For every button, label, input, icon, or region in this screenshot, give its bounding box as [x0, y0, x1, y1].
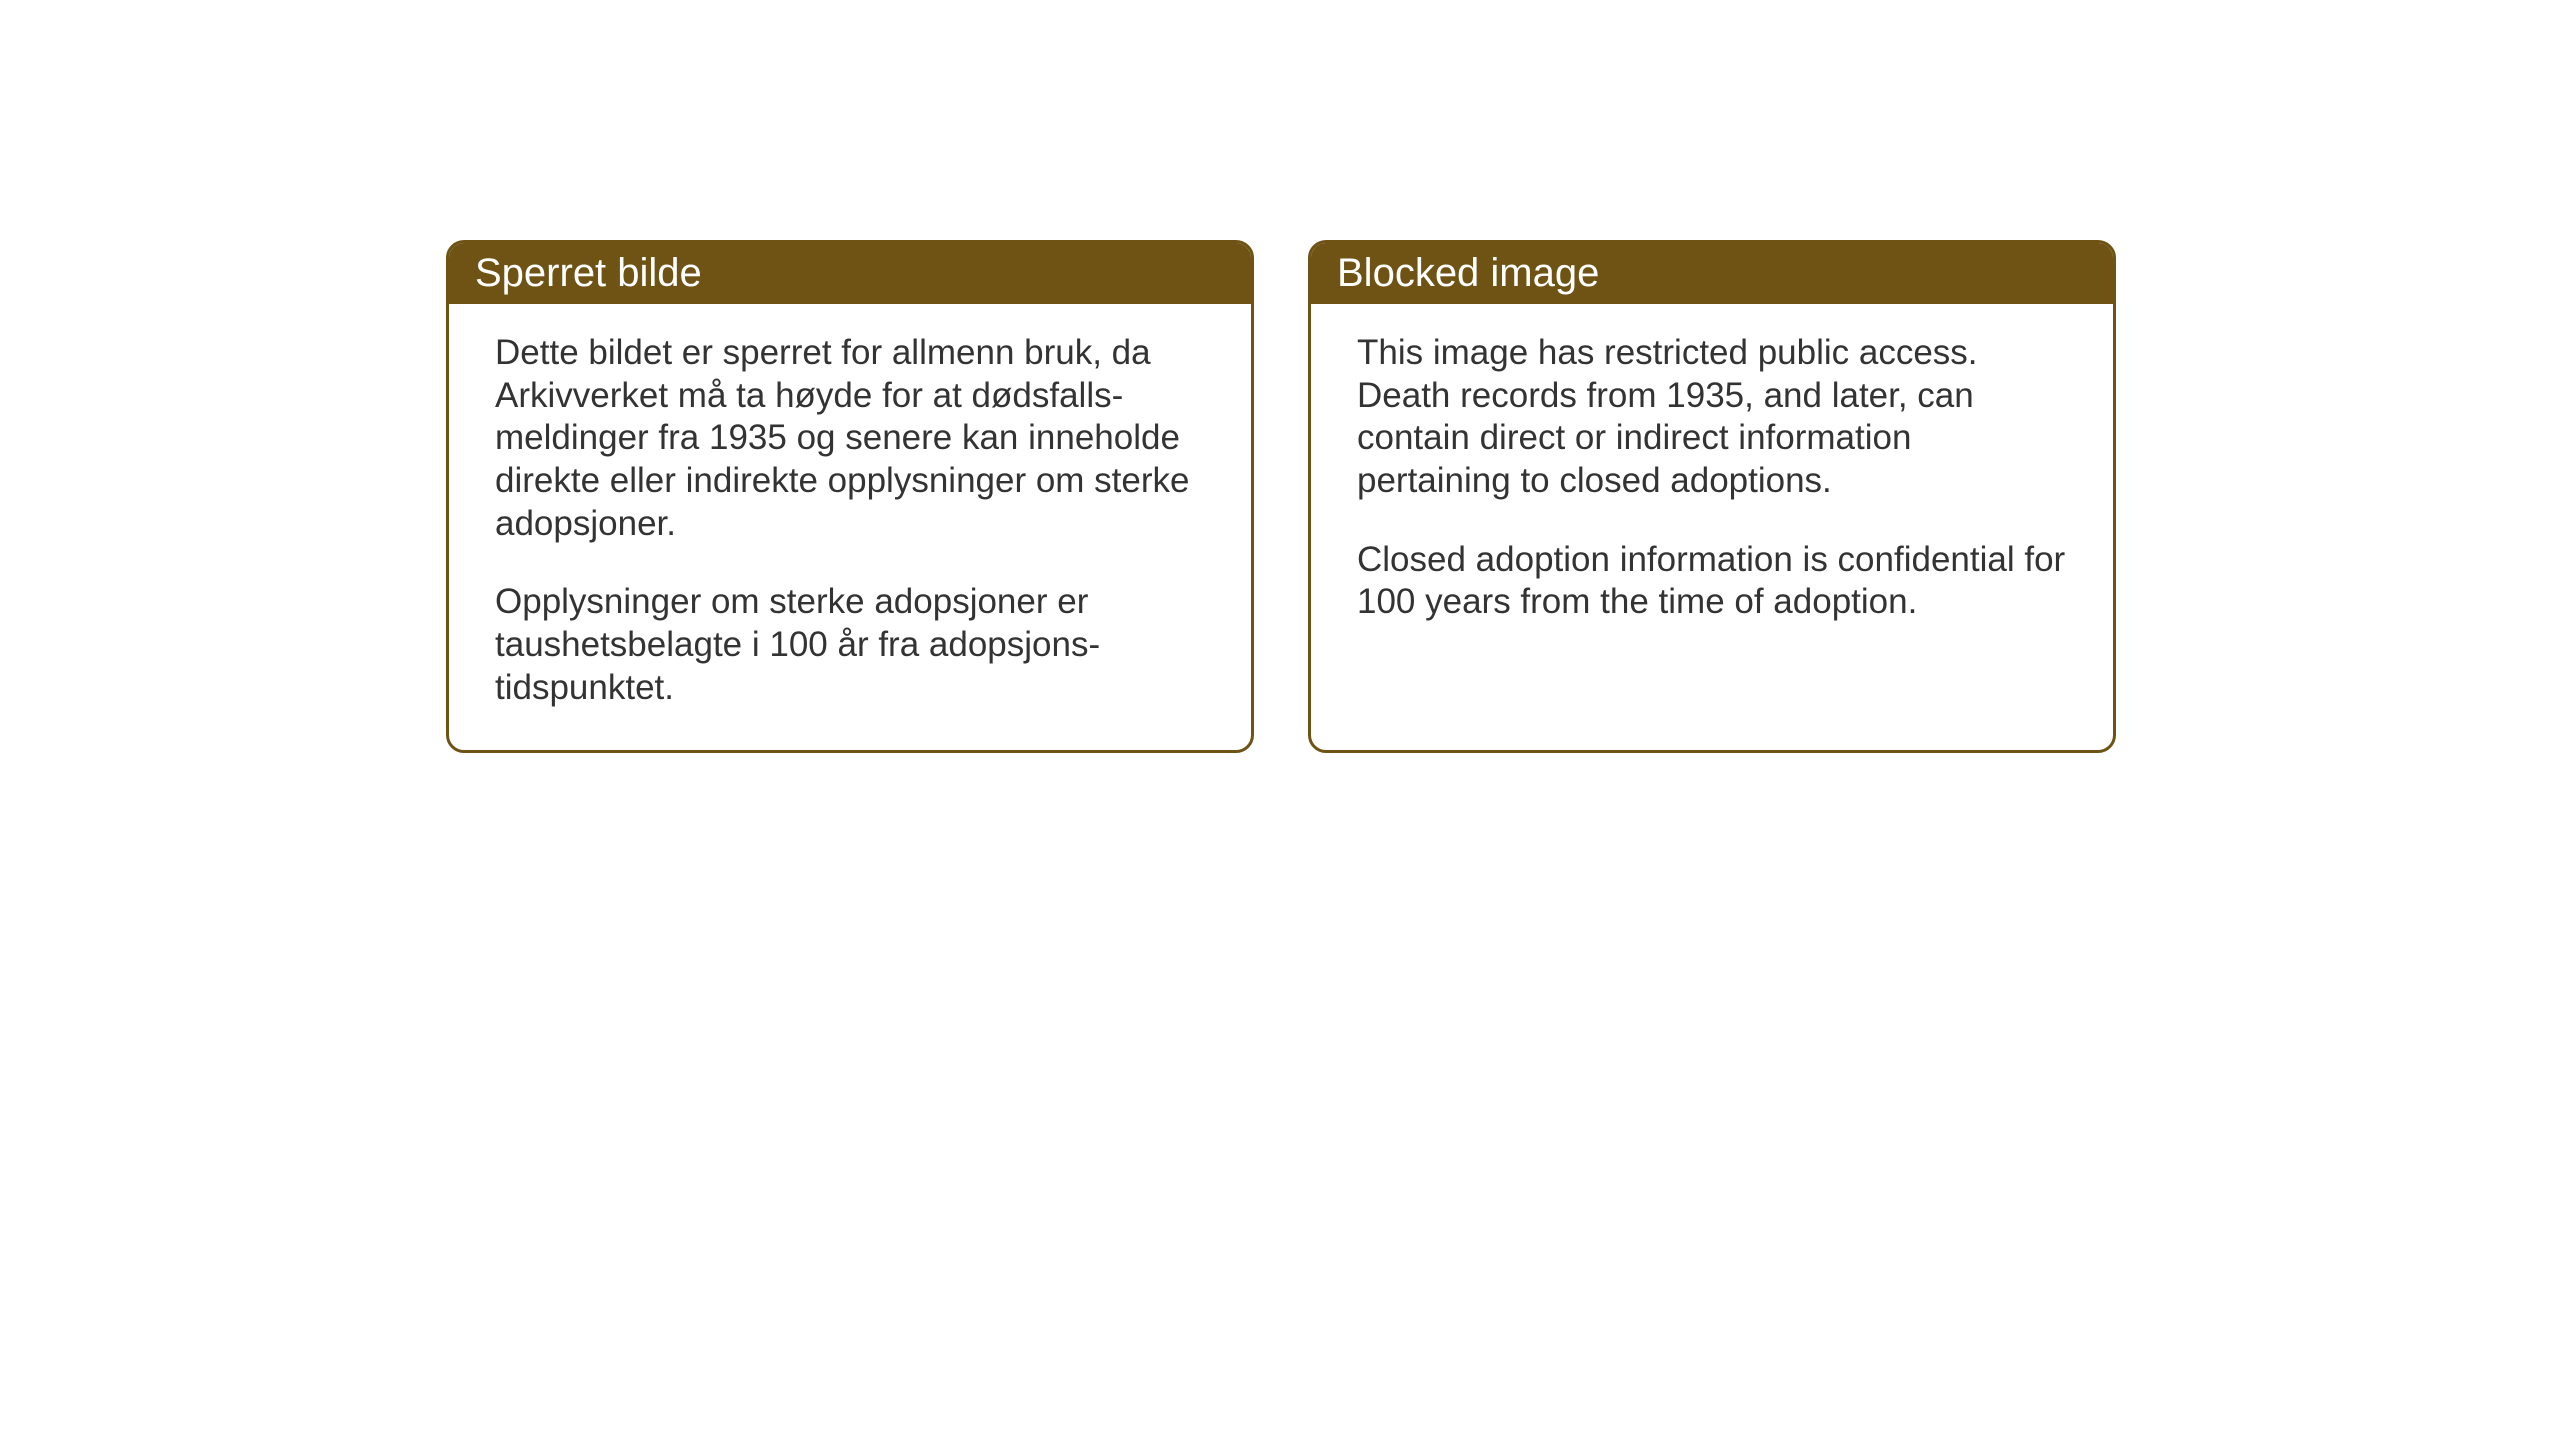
- english-card-title: Blocked image: [1311, 243, 2113, 304]
- english-notice-card: Blocked image This image has restricted …: [1308, 240, 2116, 753]
- notice-container: Sperret bilde Dette bildet er sperret fo…: [446, 240, 2116, 753]
- norwegian-notice-card: Sperret bilde Dette bildet er sperret fo…: [446, 240, 1254, 753]
- norwegian-paragraph-1: Dette bildet er sperret for allmenn bruk…: [495, 332, 1205, 545]
- english-paragraph-2: Closed adoption information is confident…: [1357, 539, 2067, 624]
- norwegian-card-title: Sperret bilde: [449, 243, 1251, 304]
- norwegian-paragraph-2: Opplysninger om sterke adopsjoner er tau…: [495, 581, 1205, 709]
- english-card-body: This image has restricted public access.…: [1311, 304, 2113, 664]
- english-paragraph-1: This image has restricted public access.…: [1357, 332, 2067, 503]
- norwegian-card-body: Dette bildet er sperret for allmenn bruk…: [449, 304, 1251, 750]
